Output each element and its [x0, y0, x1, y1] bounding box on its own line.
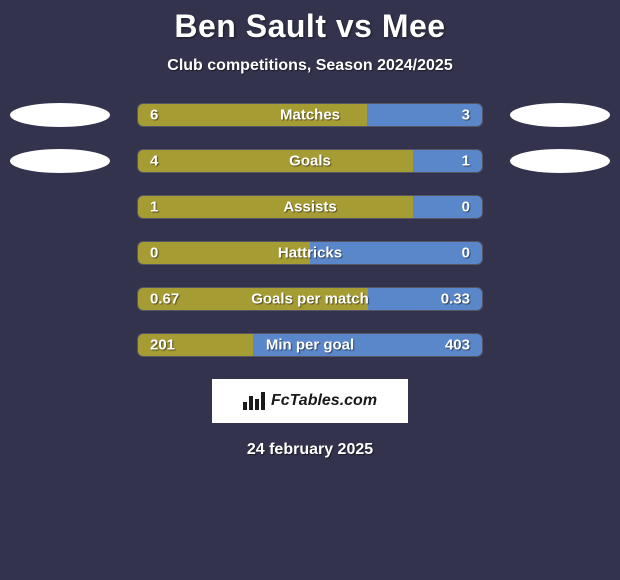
stat-label: Assists — [283, 199, 336, 216]
value-right: 0.33 — [441, 291, 470, 308]
bar-chart-icon — [243, 392, 265, 410]
stat-label: Goals — [289, 153, 331, 170]
bar-right-segment — [413, 196, 482, 218]
value-left: 6 — [150, 107, 158, 124]
brand-inner: FcTables.com — [243, 392, 377, 410]
stat-bar: 0 0 Hattricks — [137, 241, 483, 265]
comparison-rows: 6 3 Matches 4 1 Goals 1 0 Assists 0 0 Hattricks 0.67… — [0, 103, 620, 357]
player-right-marker — [510, 149, 610, 173]
player-right-marker — [510, 103, 610, 127]
comparison-row: 1 0 Assists — [0, 195, 620, 219]
stat-bar: 6 3 Matches — [137, 103, 483, 127]
stat-label: Matches — [280, 107, 340, 124]
player-left-marker — [10, 149, 110, 173]
stat-label: Hattricks — [278, 245, 342, 262]
value-right: 0 — [462, 199, 470, 216]
bar-left-segment — [138, 196, 413, 218]
chart-container: Ben Sault vs Mee Club competitions, Seas… — [0, 0, 620, 580]
player-left-marker — [10, 103, 110, 127]
value-left: 0.67 — [150, 291, 179, 308]
stat-label: Goals per match — [251, 291, 369, 308]
value-right: 3 — [462, 107, 470, 124]
value-right: 0 — [462, 245, 470, 262]
value-left: 4 — [150, 153, 158, 170]
page-title: Ben Sault vs Mee — [174, 8, 445, 45]
value-left: 201 — [150, 337, 175, 354]
value-left: 0 — [150, 245, 158, 262]
footer-date: 24 february 2025 — [247, 441, 373, 459]
value-right: 403 — [445, 337, 470, 354]
comparison-row: 0 0 Hattricks — [0, 241, 620, 265]
subtitle: Club competitions, Season 2024/2025 — [167, 57, 452, 75]
comparison-row: 0.67 0.33 Goals per match — [0, 287, 620, 311]
brand-text: FcTables.com — [271, 392, 377, 410]
comparison-row: 6 3 Matches — [0, 103, 620, 127]
bar-right-segment — [413, 150, 482, 172]
stat-bar: 201 403 Min per goal — [137, 333, 483, 357]
comparison-row: 4 1 Goals — [0, 149, 620, 173]
brand-badge: FcTables.com — [212, 379, 408, 423]
stat-label: Min per goal — [266, 337, 354, 354]
stat-bar: 1 0 Assists — [137, 195, 483, 219]
comparison-row: 201 403 Min per goal — [0, 333, 620, 357]
stat-bar: 0.67 0.33 Goals per match — [137, 287, 483, 311]
value-right: 1 — [462, 153, 470, 170]
bar-left-segment — [138, 150, 413, 172]
value-left: 1 — [150, 199, 158, 216]
stat-bar: 4 1 Goals — [137, 149, 483, 173]
